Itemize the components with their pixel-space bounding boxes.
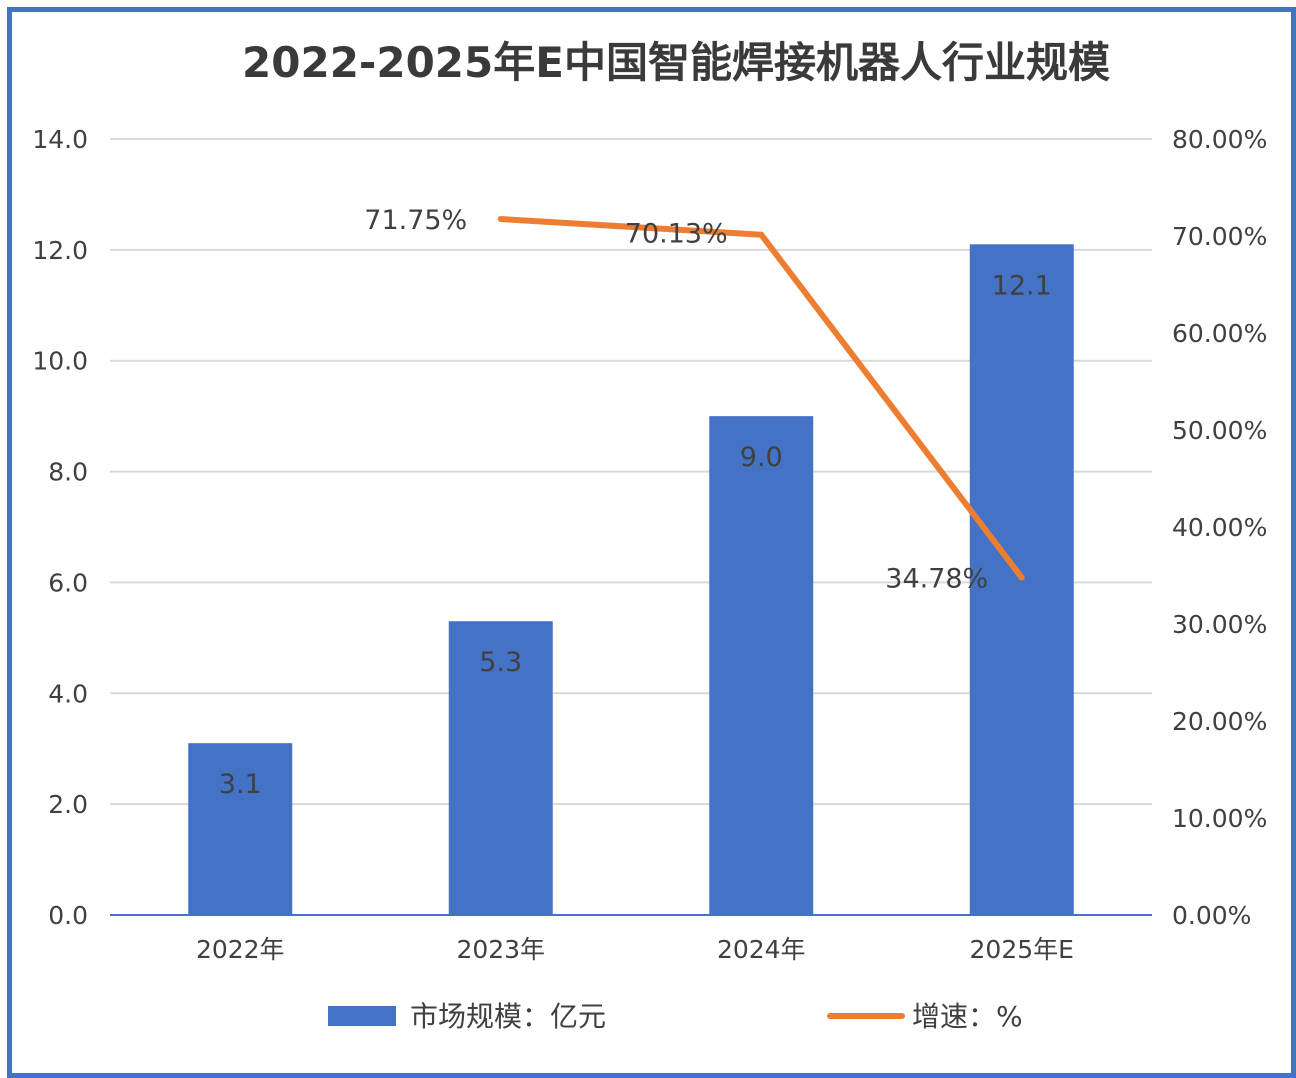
left-axis-tick: 14.0 xyxy=(32,125,88,154)
x-axis-tick: 2022年 xyxy=(196,935,285,964)
line-data-label: 70.13% xyxy=(625,219,728,250)
legend-label-bar: 市场规模：亿元 xyxy=(410,1000,606,1033)
left-axis-tick: 10.0 xyxy=(32,347,88,376)
chart-frame xyxy=(7,7,1296,1078)
legend-label-line: 增速：% xyxy=(912,1000,1023,1033)
right-axis-tick: 40.00% xyxy=(1172,513,1267,542)
right-axis-tick: 80.00% xyxy=(1172,125,1267,154)
right-axis-tick: 30.00% xyxy=(1172,610,1267,639)
left-axis-tick: 12.0 xyxy=(32,236,88,265)
left-axis-tick: 6.0 xyxy=(48,568,88,597)
right-axis-tick: 20.00% xyxy=(1172,707,1267,736)
bar-data-label: 12.1 xyxy=(992,270,1052,301)
bar xyxy=(709,416,814,915)
x-axis-tick: 2023年 xyxy=(456,935,545,964)
line-point xyxy=(758,231,765,238)
x-axis-tick: 2024年 xyxy=(717,935,806,964)
left-axis-tick: 4.0 xyxy=(48,679,88,708)
x-axis-tick: 2025年E xyxy=(970,935,1074,964)
line-data-label: 34.78% xyxy=(885,564,988,595)
bar-data-label: 3.1 xyxy=(219,769,262,800)
bar-data-label: 5.3 xyxy=(479,647,522,678)
line-data-label: 71.75% xyxy=(364,205,467,236)
legend-swatch-bar xyxy=(328,1006,396,1026)
chart-title: 2022-2025年E中国智能焊接机器人行业规模 xyxy=(242,38,1110,87)
right-axis-tick: 60.00% xyxy=(1172,319,1267,348)
left-axis-tick: 2.0 xyxy=(48,790,88,819)
bar xyxy=(188,743,293,915)
left-axis-tick: 8.0 xyxy=(48,458,88,487)
right-axis-tick: 0.00% xyxy=(1172,901,1251,930)
bar-data-label: 9.0 xyxy=(740,442,783,473)
right-axis-tick: 50.00% xyxy=(1172,416,1267,445)
right-axis-tick: 10.00% xyxy=(1172,804,1267,833)
line-point xyxy=(1018,574,1025,581)
line-point xyxy=(497,216,504,223)
left-axis-tick: 0.0 xyxy=(48,901,88,930)
bar xyxy=(448,621,553,915)
right-axis-tick: 70.00% xyxy=(1172,222,1267,251)
legend: 市场规模：亿元 增速：% xyxy=(328,1000,1023,1033)
